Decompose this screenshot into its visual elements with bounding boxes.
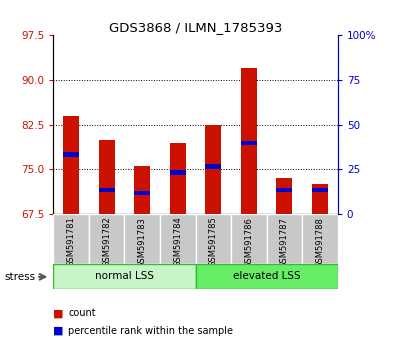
Text: count: count bbox=[68, 308, 96, 318]
Bar bbox=[276, 178, 292, 214]
Text: GSM591788: GSM591788 bbox=[316, 217, 324, 268]
Bar bbox=[196, 214, 231, 264]
Bar bbox=[241, 68, 257, 214]
Bar bbox=[160, 214, 196, 264]
Bar bbox=[196, 264, 338, 289]
Bar bbox=[99, 188, 115, 193]
Bar bbox=[276, 188, 292, 193]
Text: GSM591787: GSM591787 bbox=[280, 217, 289, 268]
Text: GSM591781: GSM591781 bbox=[67, 217, 75, 267]
Bar bbox=[53, 214, 89, 264]
Bar bbox=[134, 166, 150, 214]
Text: ■: ■ bbox=[53, 308, 64, 318]
Text: elevated LSS: elevated LSS bbox=[233, 272, 301, 281]
Bar bbox=[63, 153, 79, 157]
Bar bbox=[170, 143, 186, 214]
Text: GSM591782: GSM591782 bbox=[102, 217, 111, 267]
Bar bbox=[53, 264, 196, 289]
Bar bbox=[267, 214, 302, 264]
Text: normal LSS: normal LSS bbox=[95, 272, 154, 281]
Title: GDS3868 / ILMN_1785393: GDS3868 / ILMN_1785393 bbox=[109, 21, 282, 34]
Bar bbox=[312, 184, 328, 214]
Text: GSM591786: GSM591786 bbox=[245, 217, 253, 268]
Bar bbox=[99, 140, 115, 214]
Bar bbox=[231, 214, 267, 264]
Bar bbox=[302, 214, 338, 264]
Bar bbox=[241, 141, 257, 145]
Bar bbox=[89, 214, 124, 264]
Bar bbox=[205, 125, 221, 214]
Bar bbox=[312, 188, 328, 193]
Bar bbox=[124, 214, 160, 264]
Text: GSM591784: GSM591784 bbox=[173, 217, 182, 267]
Text: GSM591783: GSM591783 bbox=[138, 217, 147, 268]
Text: percentile rank within the sample: percentile rank within the sample bbox=[68, 326, 233, 336]
Text: GSM591785: GSM591785 bbox=[209, 217, 218, 267]
Bar bbox=[170, 170, 186, 175]
Bar bbox=[205, 164, 221, 169]
Bar bbox=[134, 191, 150, 195]
Bar bbox=[63, 116, 79, 214]
Text: ■: ■ bbox=[53, 326, 64, 336]
Text: stress: stress bbox=[4, 272, 35, 282]
